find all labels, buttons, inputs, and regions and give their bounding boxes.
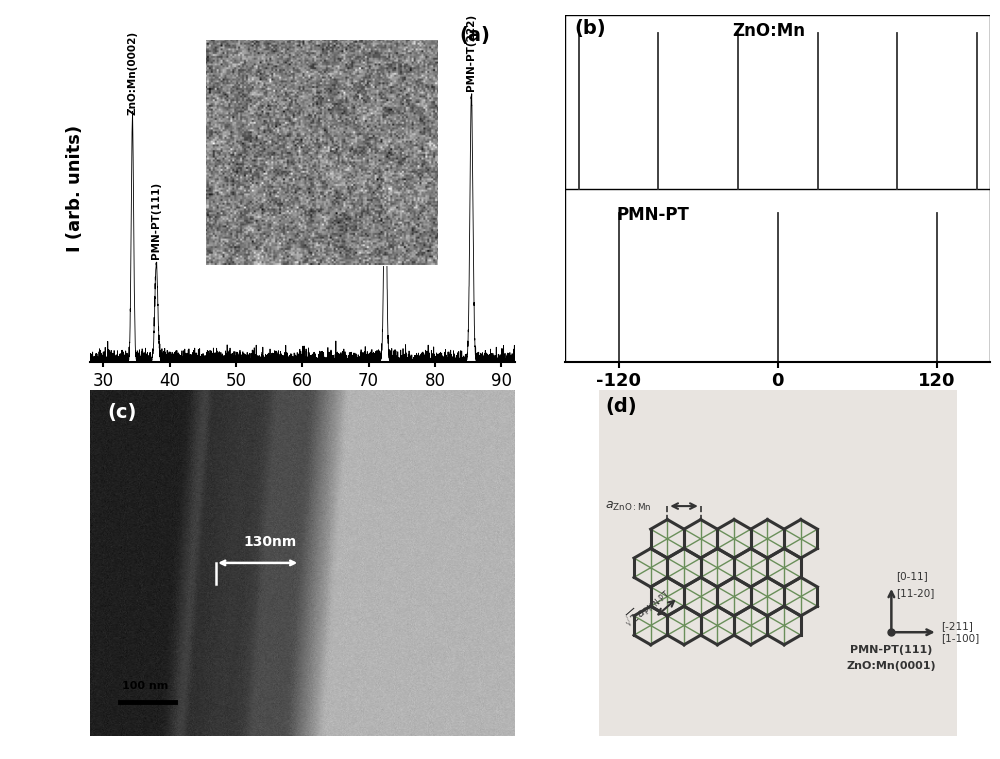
- Text: 100 nm: 100 nm: [122, 681, 168, 691]
- Text: (d): (d): [606, 396, 637, 415]
- Text: $\sqrt{2}a_{\rm PMN\text{-}PT}$: $\sqrt{2}a_{\rm PMN\text{-}PT}$: [620, 583, 673, 632]
- Text: [1-100]: [1-100]: [941, 633, 979, 643]
- Text: (b): (b): [574, 19, 606, 38]
- Text: [0-11]: [0-11]: [896, 572, 928, 581]
- Text: ZnO:Mn(0002): ZnO:Mn(0002): [127, 30, 137, 115]
- Y-axis label: I (arb. units): I (arb. units): [66, 125, 84, 252]
- Text: $a_{\rm ZnO:Mn}$: $a_{\rm ZnO:Mn}$: [605, 499, 652, 512]
- Text: 130nm: 130nm: [244, 535, 297, 549]
- Text: PMN-PT(111): PMN-PT(111): [850, 645, 933, 656]
- Text: [11-20]: [11-20]: [896, 588, 934, 598]
- Text: (a): (a): [459, 26, 490, 45]
- Text: ZnO:Mn(0001): ZnO:Mn(0001): [847, 661, 936, 671]
- Text: PMN-PT(111): PMN-PT(111): [151, 182, 161, 260]
- X-axis label: φ  (Deg.): φ (Deg.): [733, 395, 823, 414]
- Text: [-211]: [-211]: [941, 622, 973, 631]
- Text: ZnO:Mn: ZnO:Mn: [733, 22, 806, 40]
- Text: (c): (c): [107, 404, 136, 423]
- Text: PMN-PT(222): PMN-PT(222): [466, 14, 476, 90]
- Text: ZnO:Mn(0004): ZnO:Mn(0004): [380, 55, 390, 139]
- Text: PMN-PT: PMN-PT: [616, 206, 689, 224]
- X-axis label: 2θ (Deg.): 2θ (Deg.): [255, 395, 349, 413]
